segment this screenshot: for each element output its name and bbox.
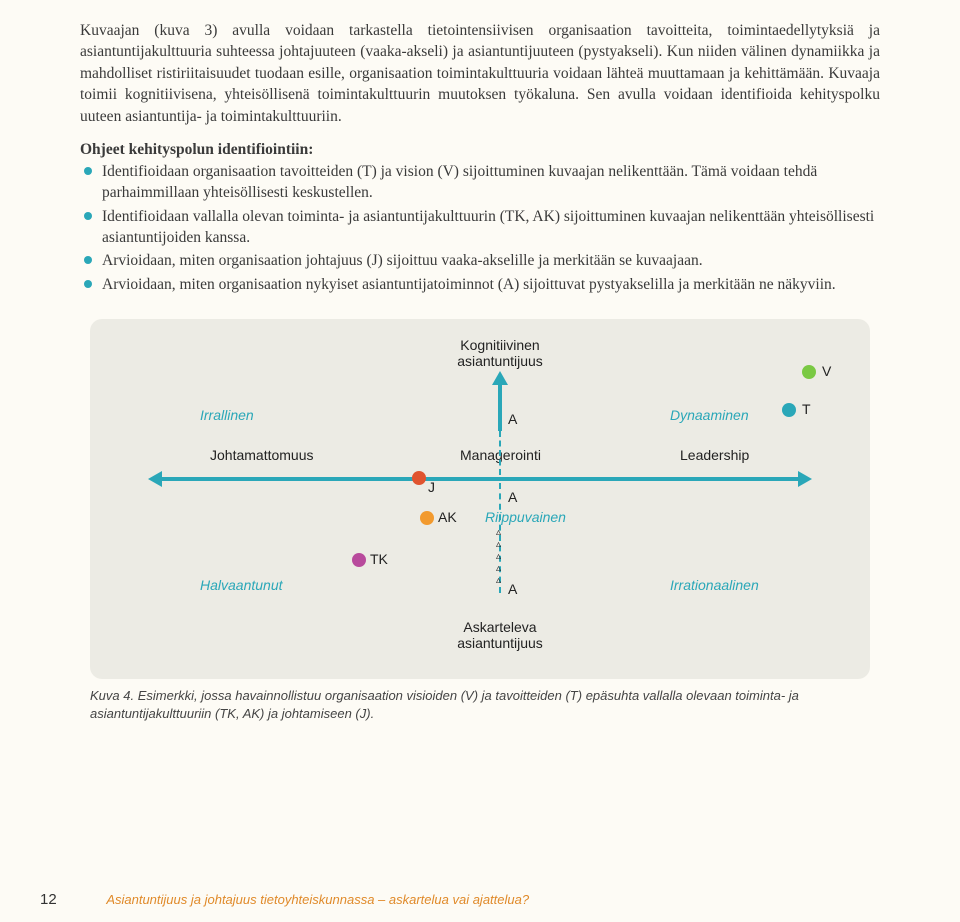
marker-A-top: A — [508, 411, 517, 427]
list-item: Identifioidaan organisaation tavoitteide… — [80, 161, 880, 204]
marker-J-label: J — [428, 479, 435, 495]
page-number: 12 — [40, 891, 57, 908]
dash-upper — [499, 431, 501, 475]
list-item: Identifioidaan vallalla olevan toiminta-… — [80, 206, 880, 249]
marker-T-dot — [782, 403, 796, 417]
axis-horizontal-arrow — [160, 477, 800, 481]
marker-A-tri: ▵ — [496, 563, 501, 574]
axis-right-label: Leadership — [680, 447, 749, 463]
marker-A-tri: ▵ — [496, 575, 501, 586]
axis-bottom-label: Askartelevaasiantuntijuus — [430, 619, 570, 651]
figure-caption: Kuva 4. Esimerkki, jossa havainnollistuu… — [90, 687, 870, 722]
quadrant-label-halvaantunut: Halvaantunut — [200, 577, 283, 593]
marker-A: A — [508, 489, 517, 505]
marker-A-bottom: A — [508, 581, 517, 597]
marker-AK-label: AK — [438, 509, 457, 525]
quadrant-diagram: Kognitiivinenasiantuntijuus Irrallinen J… — [90, 319, 870, 679]
paragraph-intro: Kuvaajan (kuva 3) avulla voidaan tarkast… — [80, 20, 880, 127]
quadrant-label-irrationaalinen: Irrationaalinen — [670, 577, 759, 593]
marker-TK-label: TK — [370, 551, 388, 567]
list-item: Arvioidaan, miten organisaation nykyiset… — [80, 274, 880, 295]
marker-TK-dot — [352, 553, 366, 567]
axis-left-label: Johtamattomuus — [210, 447, 314, 463]
marker-J-dot — [412, 471, 426, 485]
marker-A-tri: ▵ — [496, 527, 501, 538]
quadrant-label-irrallinen: Irrallinen — [200, 407, 254, 423]
instructions-list: Identifioidaan organisaation tavoitteide… — [80, 161, 880, 295]
axis-top-label: Kognitiivinenasiantuntijuus — [430, 337, 570, 369]
marker-V-label: V — [822, 363, 831, 379]
marker-T-label: T — [802, 401, 811, 417]
marker-V-dot — [802, 365, 816, 379]
quadrant-label-dynaaminen: Dynaaminen — [670, 407, 749, 423]
list-item: Arvioidaan, miten organisaation johtajuu… — [80, 250, 880, 271]
axis-vertical-arrow — [498, 383, 502, 431]
marker-AK-dot — [420, 511, 434, 525]
page-footer: 12 Asiantuntijuus ja johtajuus tietoyhte… — [40, 891, 880, 908]
footer-title: Asiantuntijuus ja johtajuus tietoyhteisk… — [106, 892, 529, 907]
instructions-heading: Ohjeet kehityspolun identifiointiin: — [80, 141, 880, 159]
axis-center-riippuvainen: Riippuvainen — [485, 509, 566, 525]
marker-A-tri: ▵ — [496, 539, 501, 550]
marker-A-tri: ▵ — [496, 551, 501, 562]
